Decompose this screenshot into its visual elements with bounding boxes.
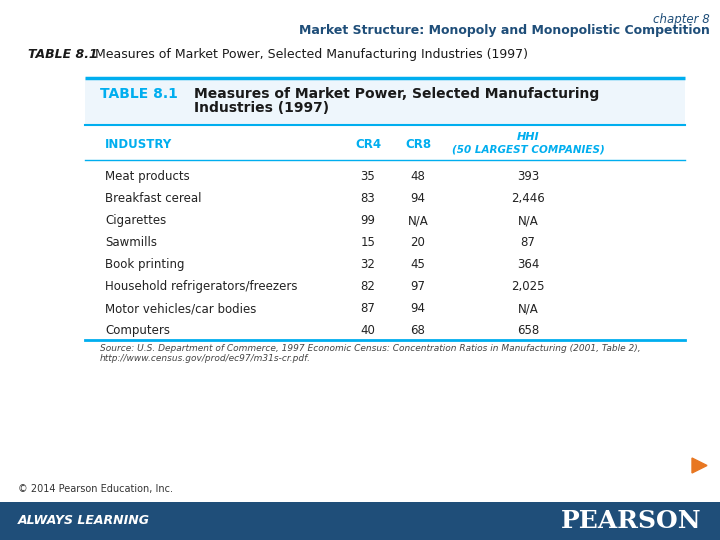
Text: 45: 45 [410,258,426,271]
Text: TABLE 8.1: TABLE 8.1 [100,87,178,101]
Text: Breakfast cereal: Breakfast cereal [105,192,202,205]
Text: Industries (1997): Industries (1997) [194,101,329,115]
Text: CR4: CR4 [355,138,381,151]
Text: 20: 20 [410,236,426,249]
Text: Computers: Computers [105,324,170,337]
Text: 658: 658 [517,324,539,337]
Text: 99: 99 [361,214,376,227]
Text: 2,446: 2,446 [511,192,545,205]
Text: N/A: N/A [518,302,539,315]
Text: 82: 82 [361,280,375,293]
Text: 15: 15 [361,236,375,249]
Text: Sawmills: Sawmills [105,236,157,249]
Text: Meat products: Meat products [105,170,190,183]
Text: PEARSON: PEARSON [562,509,702,533]
Text: Motor vehicles/car bodies: Motor vehicles/car bodies [105,302,256,315]
Text: http://www.census.gov/prod/ec97/m31s-cr.pdf.: http://www.census.gov/prod/ec97/m31s-cr.… [100,354,311,363]
Text: © 2014 Pearson Education, Inc.: © 2014 Pearson Education, Inc. [18,484,173,494]
Polygon shape [692,458,707,473]
Text: Book printing: Book printing [105,258,184,271]
Text: INDUSTRY: INDUSTRY [105,138,172,151]
Text: 87: 87 [521,236,536,249]
Text: Cigarettes: Cigarettes [105,214,166,227]
Text: 94: 94 [410,192,426,205]
Text: 97: 97 [410,280,426,293]
Text: 393: 393 [517,170,539,183]
Text: ALWAYS LEARNING: ALWAYS LEARNING [18,515,150,528]
Text: Household refrigerators/freezers: Household refrigerators/freezers [105,280,297,293]
Bar [85,78,685,125]
Text: (50 LARGEST COMPANIES): (50 LARGEST COMPANIES) [451,144,604,154]
Text: Market Structure: Monopoly and Monopolistic Competition: Market Structure: Monopoly and Monopolis… [299,24,710,37]
Text: Measures of Market Power, Selected Manufacturing: Measures of Market Power, Selected Manuf… [194,87,599,101]
Text: 2,025: 2,025 [511,280,545,293]
Text: HHI: HHI [517,132,539,142]
Text: 87: 87 [361,302,375,315]
Text: CR8: CR8 [405,138,431,151]
Text: 40: 40 [361,324,375,337]
Text: 83: 83 [361,192,375,205]
Bar [0,502,720,540]
Text: Source: U.S. Department of Commerce, 1997 Economic Census: Concentration Ratios : Source: U.S. Department of Commerce, 199… [100,344,641,353]
Text: N/A: N/A [408,214,428,227]
Text: 94: 94 [410,302,426,315]
Text: 364: 364 [517,258,539,271]
Text: 48: 48 [410,170,426,183]
Text: TABLE 8.1: TABLE 8.1 [28,48,98,61]
Text: chapter 8: chapter 8 [653,13,710,26]
Text: 35: 35 [361,170,375,183]
Text: Measures of Market Power, Selected Manufacturing Industries (1997): Measures of Market Power, Selected Manuf… [91,48,528,61]
Text: 32: 32 [361,258,375,271]
Text: N/A: N/A [518,214,539,227]
Text: 68: 68 [410,324,426,337]
